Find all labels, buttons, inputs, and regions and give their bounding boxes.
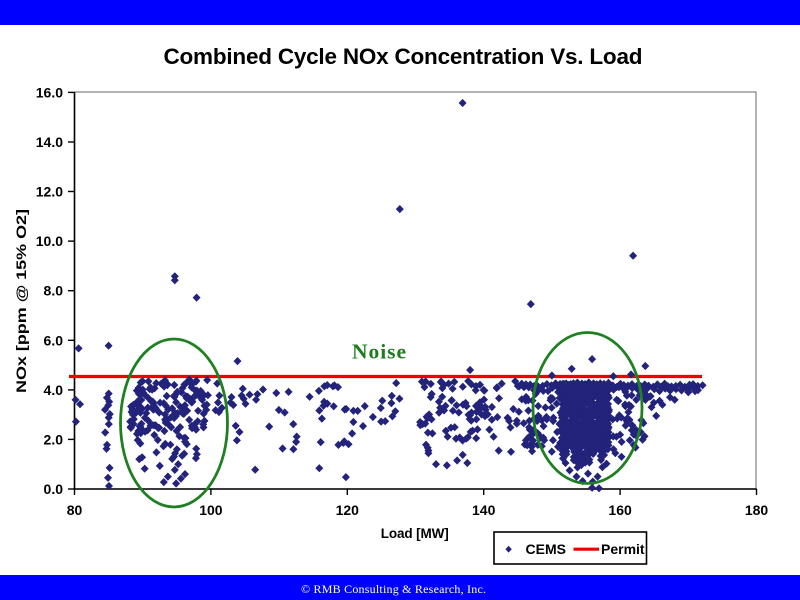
svg-text:180: 180 — [745, 502, 769, 518]
svg-text:NOx [ppm @ 15% O2]: NOx [ppm @ 15% O2] — [13, 209, 29, 393]
svg-text:CEMS: CEMS — [526, 541, 566, 557]
svg-text:Noise: Noise — [352, 340, 406, 364]
svg-text:Load [MW]: Load [MW] — [381, 526, 449, 541]
svg-text:0.0: 0.0 — [44, 481, 64, 497]
svg-text:6.0: 6.0 — [44, 332, 64, 348]
svg-text:2.0: 2.0 — [44, 431, 64, 447]
svg-text:16.0: 16.0 — [36, 84, 63, 100]
svg-text:10.0: 10.0 — [36, 233, 63, 249]
svg-text:160: 160 — [608, 502, 632, 518]
svg-text:© RMB Consulting & Research, I: © RMB Consulting & Research, Inc. — [301, 582, 486, 596]
svg-text:8.0: 8.0 — [44, 283, 64, 299]
svg-text:100: 100 — [199, 502, 223, 518]
svg-text:12.0: 12.0 — [36, 184, 63, 200]
svg-text:80: 80 — [67, 502, 83, 518]
svg-text:14.0: 14.0 — [36, 134, 63, 150]
svg-text:Permit: Permit — [601, 541, 645, 557]
svg-text:140: 140 — [472, 502, 496, 518]
svg-text:Combined Cycle NOx Concentrati: Combined Cycle NOx Concentration Vs. Loa… — [164, 44, 643, 69]
svg-text:120: 120 — [336, 502, 360, 518]
svg-text:4.0: 4.0 — [44, 382, 64, 398]
